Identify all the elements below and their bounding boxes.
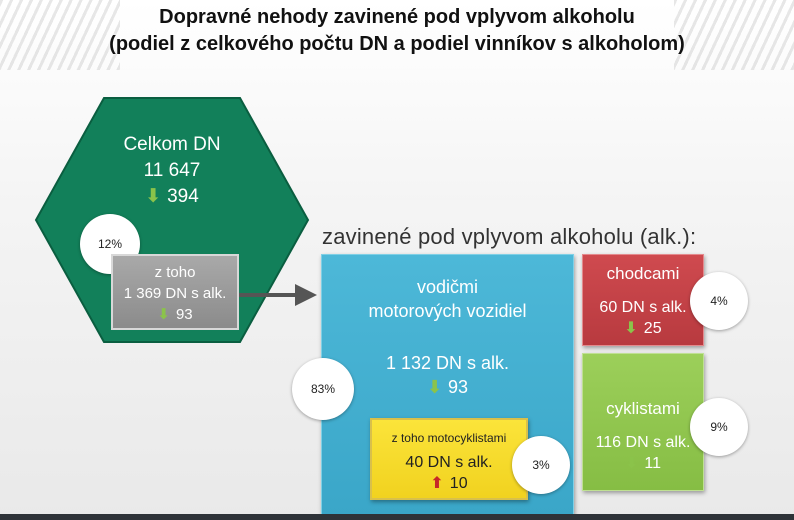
- share-pedestrians-value: 4%: [710, 294, 728, 308]
- cyclists-label: cyklistami: [606, 399, 680, 418]
- subset-value: 1 369 DN s alk.: [123, 285, 227, 302]
- pedestrians-change: ⬇ 25: [583, 318, 703, 339]
- tire-tread-decoration-left: [0, 0, 120, 70]
- total-change-value: 394: [167, 186, 199, 207]
- subset-change: ⬇ 93: [113, 304, 237, 325]
- pedestrians-value: 60 DN s alk.: [599, 299, 687, 316]
- drivers-label-line2: motorových vozidiel: [368, 301, 527, 321]
- cyclists-box: cyklistami 116 DN s alk. ⬇ 11: [582, 353, 704, 491]
- down-arrow-icon: ⬇: [624, 455, 639, 472]
- title-line-1: Dopravné nehody zavinené pod vplyvom alk…: [159, 6, 635, 28]
- down-arrow-icon: ⬇: [624, 320, 638, 337]
- down-arrow-icon: ⬇: [157, 306, 170, 323]
- share-circle-motorcyclists: 3%: [512, 436, 570, 494]
- total-label: Celkom DN: [123, 134, 221, 155]
- pedestrians-change-value: 25: [643, 320, 662, 337]
- down-arrow-icon: ⬇: [145, 186, 162, 207]
- down-arrow-icon: ⬇: [426, 377, 443, 397]
- share-drivers-value: 83%: [310, 382, 336, 396]
- subtitle-alcohol-caused: zavinené pod vplyvom alkoholu (alk.):: [322, 224, 697, 249]
- total-accidents-hexagon: Celkom DN 11 647 ⬇ 394: [34, 96, 310, 344]
- motorcyclists-value: 40 DN s alk.: [405, 454, 493, 471]
- alcohol-subset-box: z toho 1 369 DN s alk. ⬇ 93: [111, 254, 239, 330]
- drivers-change-value: 93: [448, 377, 469, 397]
- drivers-change: ⬇ 93: [322, 375, 573, 399]
- tire-tread-decoration-right: [674, 0, 794, 70]
- drivers-label-line1: vodičmi: [416, 277, 478, 297]
- right-arrow-icon: [239, 284, 317, 306]
- cyclists-change-value: 11: [644, 455, 661, 472]
- slide-title: Dopravné nehody zavinené pod vplyvom alk…: [0, 4, 794, 58]
- total-value: 11 647: [143, 160, 201, 181]
- share-circle-cyclists: 9%: [690, 398, 748, 456]
- cyclists-value: 116 DN s alk.: [595, 434, 691, 451]
- share-circle-drivers: 83%: [292, 358, 354, 420]
- pedestrians-label: chodcami: [606, 264, 680, 283]
- motorcyclists-label: z toho motocyklistami: [391, 431, 507, 445]
- drivers-value: 1 132 DN s alk.: [385, 353, 510, 373]
- share-motorcyclists-value: 3%: [532, 458, 550, 472]
- motorcyclists-change-value: 10: [449, 475, 468, 492]
- share-circle-pedestrians: 4%: [690, 272, 748, 330]
- pedestrians-box: chodcami 60 DN s alk. ⬇ 25: [582, 254, 704, 346]
- motorcyclists-box: z toho motocyklistami 40 DN s alk. ⬆ 10: [370, 418, 528, 500]
- share-cyclists-value: 9%: [710, 420, 728, 434]
- total-change: ⬇ 394: [34, 184, 310, 209]
- hexagon-shape: [34, 97, 310, 343]
- share-alcohol-value: 12%: [97, 237, 123, 251]
- subset-label: z toho: [154, 264, 196, 281]
- motorcyclists-change: ⬆ 10: [372, 473, 526, 494]
- subset-change-value: 93: [175, 306, 193, 323]
- title-line-2: (podiel z celkového počtu DN a podiel vi…: [109, 33, 685, 55]
- bottom-bar: [0, 514, 794, 520]
- cyclists-change: ⬇ 11: [583, 453, 703, 474]
- up-arrow-icon: ⬆: [430, 475, 444, 492]
